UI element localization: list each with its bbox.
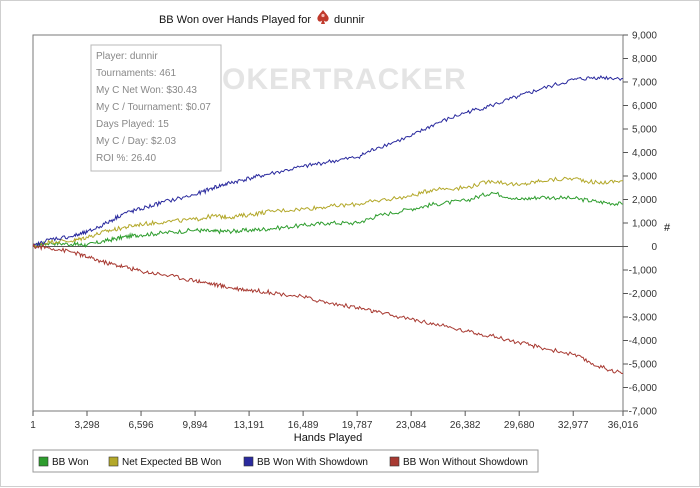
stats-per-tourney: My C / Tournament: $0.07 bbox=[96, 102, 211, 113]
stats-box: Player: dunnir Tournaments: 461 My C Net… bbox=[90, 44, 222, 172]
y-tick-label: -5,000 bbox=[629, 360, 658, 371]
y-tick-label: 6,000 bbox=[632, 101, 657, 112]
series-line-bb-won-with-showdown bbox=[32, 75, 624, 249]
y-tick-label: 2,000 bbox=[632, 195, 657, 206]
y-tick-label: 1,000 bbox=[632, 219, 657, 230]
x-tick-label: 36,016 bbox=[608, 420, 639, 431]
legend-swatch-bb-won bbox=[38, 456, 49, 467]
x-tick-label: 3,298 bbox=[74, 420, 99, 431]
y-tick-label: 4,000 bbox=[632, 148, 657, 159]
y-tick-label: 8,000 bbox=[632, 54, 657, 65]
stats-days-played: Days Played: 15 bbox=[96, 119, 169, 130]
legend-label-net-expected: Net Expected BB Won bbox=[122, 457, 221, 468]
chart-title: BB Won over Hands Played for bbox=[159, 14, 311, 26]
legend-swatch-with-showdown bbox=[243, 456, 254, 467]
x-tick-label: 6,596 bbox=[129, 420, 154, 431]
y-tick-label: -6,000 bbox=[629, 383, 658, 394]
y-tick-label: 5,000 bbox=[632, 125, 657, 136]
y-tick-label: -2,000 bbox=[629, 289, 658, 300]
x-tick-label: 13,191 bbox=[234, 420, 265, 431]
stats-box-frame bbox=[90, 44, 222, 172]
legend: BB Won Net Expected BB Won BB Won With S… bbox=[32, 449, 539, 473]
y-tick-label: -7,000 bbox=[629, 407, 658, 418]
y-tick-label: 3,000 bbox=[632, 172, 657, 183]
stats-net-won: My C Net Won: $30.43 bbox=[96, 85, 197, 96]
x-tick-label: 9,894 bbox=[183, 420, 208, 431]
series-line-bb-won bbox=[32, 191, 624, 249]
series-line-net-expected-bb-won bbox=[32, 176, 624, 248]
legend-swatch-net-expected bbox=[108, 456, 119, 467]
x-tick-label: 26,382 bbox=[450, 420, 481, 431]
stats-player: Player: dunnir bbox=[96, 51, 158, 62]
x-axis-title: Hands Played bbox=[294, 432, 363, 444]
legend-frame bbox=[32, 449, 539, 473]
legend-label-without-showdown: BB Won Without Showdown bbox=[403, 457, 528, 468]
legend-swatch-without-showdown bbox=[389, 456, 400, 467]
y-axis: 9,000 8,000 7,000 6,000 5,000 4,000 3,000 2,000… bbox=[623, 31, 657, 418]
y-tick-label: -3,000 bbox=[629, 313, 658, 324]
stats-per-day: My C / Day: $2.03 bbox=[96, 136, 176, 147]
x-tick-label: 1 bbox=[30, 420, 36, 431]
stats-roi: ROI %: 26.40 bbox=[96, 153, 156, 164]
stats-tournaments: Tournaments: 461 bbox=[96, 68, 176, 79]
series-line-bb-won-without-showdown bbox=[32, 243, 624, 375]
x-tick-label: 23,084 bbox=[396, 420, 427, 431]
player-name: dunnir bbox=[334, 14, 365, 26]
y-tick-label: 7,000 bbox=[632, 78, 657, 89]
legend-label-with-showdown: BB Won With Showdown bbox=[257, 457, 368, 468]
x-tick-label: 16,489 bbox=[288, 420, 319, 431]
watermark-tracker: TRACKER bbox=[313, 63, 467, 96]
y-tick-label: -4,000 bbox=[629, 336, 658, 347]
spade-icon bbox=[317, 10, 329, 24]
series-group bbox=[32, 75, 624, 375]
y-axis-title: # bbox=[664, 222, 671, 234]
y-tick-label: 0 bbox=[651, 242, 657, 253]
x-tick-label: 32,977 bbox=[558, 420, 589, 431]
x-tick-label: 19,787 bbox=[342, 420, 373, 431]
y-tick-label: 9,000 bbox=[632, 31, 657, 42]
legend-label-bb-won: BB Won bbox=[52, 457, 89, 468]
x-tick-label: 29,680 bbox=[504, 420, 535, 431]
x-axis: 1 3,298 6,596 9,894 13,191 16,489 19,787 23,084… bbox=[30, 411, 639, 431]
y-tick-label: -1,000 bbox=[629, 266, 658, 277]
